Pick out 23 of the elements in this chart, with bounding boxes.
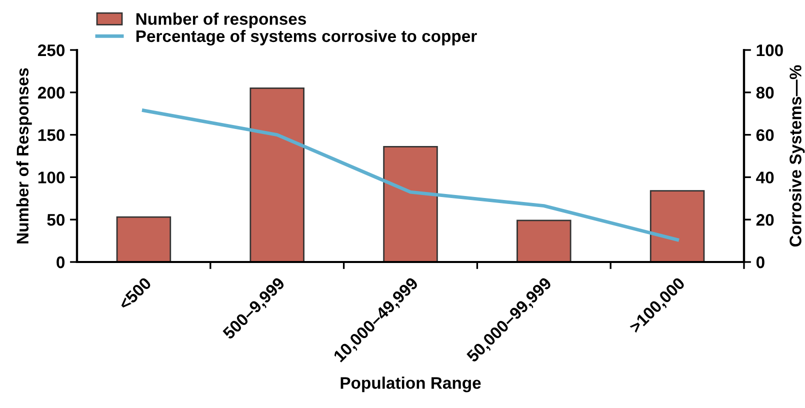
y-tick-label: 200 <box>38 86 65 99</box>
y-tick-label: 100 <box>38 172 65 184</box>
y2-tick-label: 20 <box>756 214 774 226</box>
y2-axis-title: Corrosive Systems—% <box>789 65 805 247</box>
y-tick-label: 0 <box>56 256 65 268</box>
y-tick-label: 150 <box>38 129 65 142</box>
bar <box>116 216 172 262</box>
y-tick-label: 50 <box>47 214 65 226</box>
legend-label: Percentage of systems corrosive to copper <box>136 30 477 46</box>
bar <box>383 146 438 262</box>
y-tick-label: 250 <box>38 44 65 56</box>
y2-tick-label: 0 <box>756 256 764 268</box>
bar <box>250 87 304 262</box>
x-axis-title: Population Range <box>340 376 481 392</box>
y-axis-title: Number of Responses <box>16 68 32 244</box>
y2-tick-label: 80 <box>756 86 774 99</box>
bar <box>650 190 705 262</box>
y2-tick-label: 60 <box>756 129 774 142</box>
y2-tick-label: 40 <box>756 172 774 184</box>
legend-label: Number of responses <box>136 12 306 28</box>
y2-tick-label: 100 <box>756 44 783 56</box>
bar <box>516 220 572 262</box>
line-series <box>142 108 680 242</box>
